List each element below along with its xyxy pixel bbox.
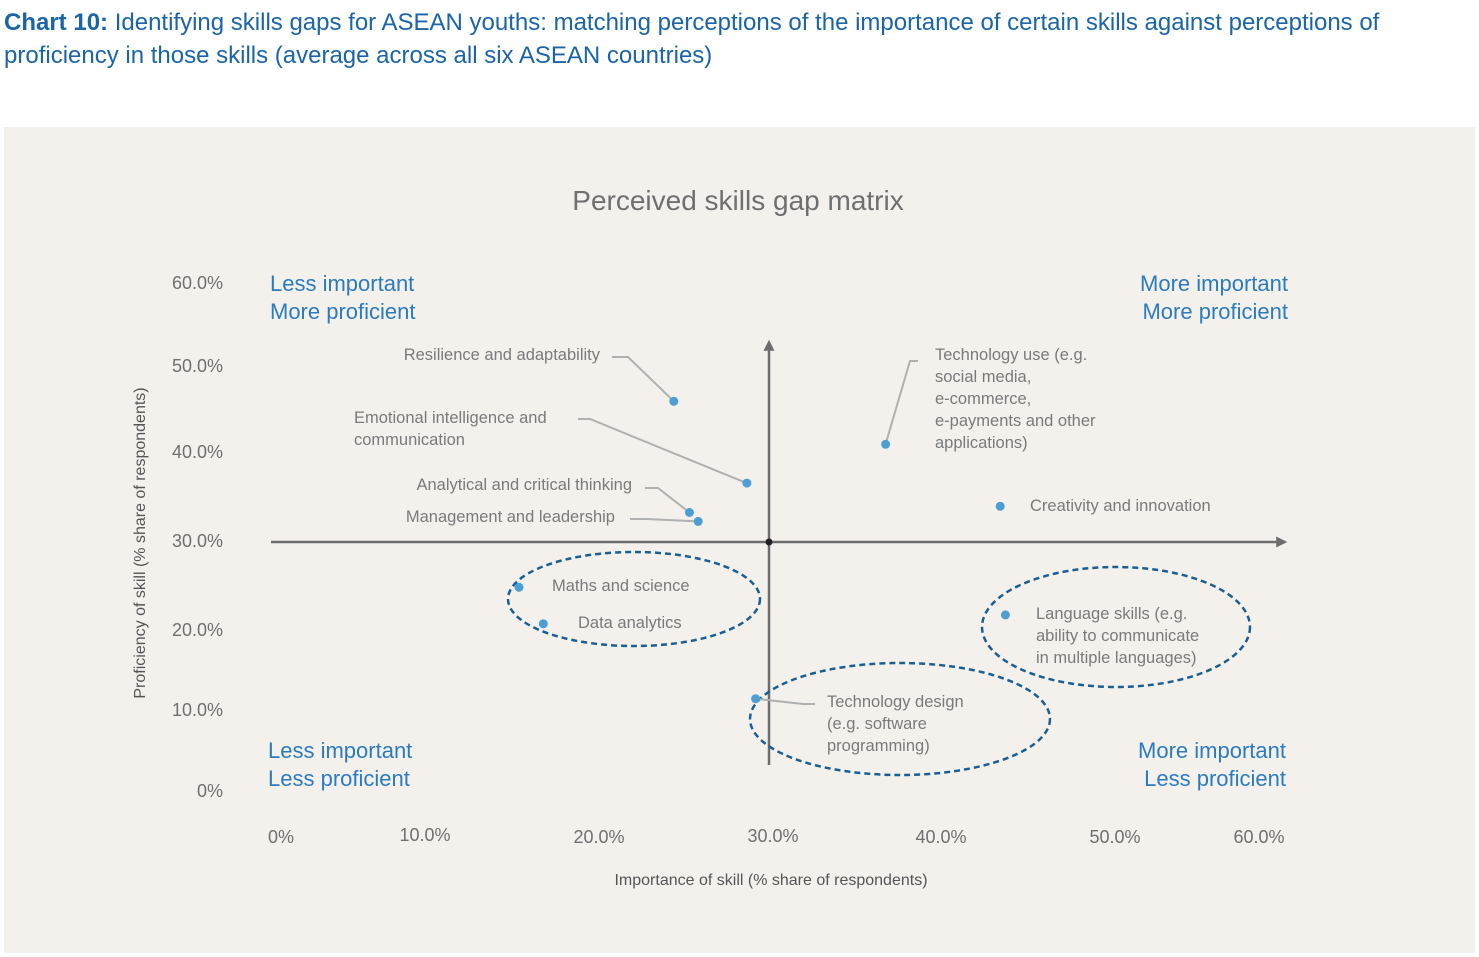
data-point xyxy=(685,508,694,517)
point-label: Resilience and adaptability xyxy=(404,346,601,364)
data-point xyxy=(742,478,752,488)
point-label-line: Creativity and innovation xyxy=(1030,497,1211,515)
quadrant-top-left-line-1: Less important xyxy=(270,271,414,296)
point-label-line: Data analytics xyxy=(578,614,682,632)
point-label-line: Language skills (e.g. xyxy=(1036,605,1187,623)
y-tick-label: 20.0% xyxy=(172,620,223,640)
point-label-line: ability to communicate xyxy=(1036,627,1199,645)
quadrant-bottom-right-line-1: More important xyxy=(1138,738,1286,763)
quadrant-bottom-left-line-2: Less proficient xyxy=(268,766,410,791)
data-points xyxy=(514,396,1010,704)
leader-line xyxy=(645,487,691,514)
point-label-line: e-commerce, xyxy=(935,390,1031,408)
point-label-line: Maths and science xyxy=(552,577,690,595)
x-tick-label: 10.0% xyxy=(399,825,450,845)
quadrant-bottom-right-line-2: Less proficient xyxy=(1144,766,1286,791)
chart-heading: Chart 10: Identifying skills gaps for AS… xyxy=(4,6,1464,72)
chart-number: Chart 10: xyxy=(4,9,109,36)
leader-line xyxy=(578,418,748,485)
chart-title: Perceived skills gap matrix xyxy=(572,185,903,216)
x-tick-label: 0% xyxy=(268,827,294,847)
data-point xyxy=(751,694,761,704)
point-labels: Resilience and adaptability Emotional int… xyxy=(354,346,1211,755)
group-ellipse-technology-design xyxy=(748,661,1052,777)
chart-heading-text: Identifying skills gaps for ASEAN youths… xyxy=(4,9,1380,69)
point-label: Technology use (e.g. social media, e-comme… xyxy=(935,346,1096,452)
point-label: Data analytics xyxy=(578,614,682,632)
leader-line xyxy=(884,360,918,445)
y-axis-label: Proficiency of skill (% share of respond… xyxy=(132,387,149,698)
y-tick-label: 30.0% xyxy=(172,531,223,551)
chart-panel xyxy=(4,127,1475,953)
leader-line xyxy=(755,697,815,705)
point-label-line: communication xyxy=(354,431,465,449)
axis-origin-dot xyxy=(765,538,773,546)
point-label-line: Resilience and adaptability xyxy=(404,346,601,364)
data-point xyxy=(538,619,548,629)
leader-lines xyxy=(578,356,918,705)
y-tick-labels: 0% 10.0% 20.0% 30.0% 40.0% 50.0% 60.0% xyxy=(172,273,223,801)
point-label-line: Management and leadership xyxy=(406,508,615,526)
x-tick-label: 20.0% xyxy=(573,827,624,847)
point-label: Management and leadership xyxy=(406,508,615,526)
point-label: Analytical and critical thinking xyxy=(416,476,632,494)
point-label-line: social media, xyxy=(935,368,1031,386)
leader-line xyxy=(630,518,699,523)
point-label: Emotional intelligence and communication xyxy=(354,409,547,449)
y-tick-label: 10.0% xyxy=(172,700,223,720)
y-tick-label: 50.0% xyxy=(172,356,223,376)
point-label-line: programming) xyxy=(827,737,930,755)
quadrant-top-right-line-1: More important xyxy=(1140,271,1288,296)
x-tick-labels: 0% 10.0% 20.0% 30.0% 40.0% 50.0% 60.0% xyxy=(268,825,1285,847)
leader-line xyxy=(612,356,675,402)
group-ellipse-maths-data xyxy=(506,550,762,648)
point-label-line: Analytical and critical thinking xyxy=(416,476,632,494)
x-tick-label: 30.0% xyxy=(747,826,798,846)
data-point xyxy=(669,396,679,406)
point-label-line: Technology design xyxy=(827,693,964,711)
data-point xyxy=(1000,610,1010,620)
quadrant-bottom-left-line-1: Less important xyxy=(268,738,412,763)
point-label-line: (e.g. software xyxy=(827,715,927,733)
x-tick-label: 50.0% xyxy=(1089,827,1140,847)
x-axis-label: Importance of skill (% share of responde… xyxy=(614,872,927,889)
data-point xyxy=(514,582,524,592)
point-label-line: Emotional intelligence and xyxy=(354,409,547,427)
point-label: Maths and science xyxy=(552,577,690,595)
x-tick-label: 40.0% xyxy=(915,827,966,847)
quadrant-top-left-line-2: More proficient xyxy=(270,299,416,324)
y-tick-label: 40.0% xyxy=(172,442,223,462)
group-ellipse-language xyxy=(980,565,1252,689)
y-tick-label: 0% xyxy=(197,781,223,801)
point-label-line: Technology use (e.g. xyxy=(935,346,1087,364)
data-point xyxy=(693,516,703,526)
point-label: Language skills (e.g. ability to communic… xyxy=(1036,605,1199,667)
data-point xyxy=(995,501,1005,511)
x-tick-label: 60.0% xyxy=(1233,827,1284,847)
point-label-line: e-payments and other xyxy=(935,412,1096,430)
y-tick-label: 60.0% xyxy=(172,273,223,293)
quadrant-top-right-line-2: More proficient xyxy=(1142,299,1288,324)
data-point xyxy=(881,439,891,449)
point-label-line: in multiple languages) xyxy=(1036,649,1197,667)
point-label: Technology design (e.g. software programmi… xyxy=(827,693,964,755)
point-label: Creativity and innovation xyxy=(1030,497,1211,515)
point-label-line: applications) xyxy=(935,434,1028,452)
